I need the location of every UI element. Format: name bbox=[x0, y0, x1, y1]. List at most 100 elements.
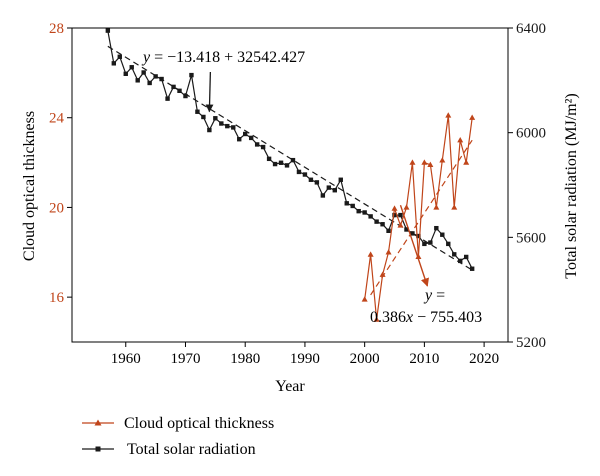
series-layer bbox=[105, 28, 476, 322]
legend-swatch-solar-marker bbox=[95, 446, 101, 452]
cloud-point bbox=[457, 136, 464, 143]
solar-point bbox=[129, 65, 134, 70]
cloud-point bbox=[385, 249, 392, 255]
cloud-point bbox=[391, 205, 398, 211]
y-left-tick-label: 16 bbox=[49, 290, 65, 306]
cloud-point bbox=[373, 316, 380, 322]
legend-label-cloud: Cloud optical thickness bbox=[124, 415, 274, 432]
cloud-point bbox=[469, 114, 476, 120]
solar-point bbox=[183, 93, 188, 99]
solar-point bbox=[356, 208, 361, 214]
x-tick-label: 2010 bbox=[409, 351, 439, 367]
solar-point bbox=[225, 123, 230, 129]
solar-point bbox=[165, 96, 170, 101]
solar-point bbox=[147, 80, 152, 86]
solar-point bbox=[296, 169, 302, 175]
solar-point bbox=[398, 212, 403, 218]
x-axis-label: Year bbox=[275, 378, 305, 395]
solar-point bbox=[237, 137, 242, 142]
solar-point bbox=[374, 219, 379, 224]
solar-point bbox=[320, 193, 326, 198]
cloud-equation-line1-text: y = bbox=[423, 287, 445, 304]
x-tick-label: 2000 bbox=[350, 351, 380, 367]
cloud-equation-line2-text: 0.386x − 755.403 bbox=[370, 309, 482, 326]
solar-point bbox=[290, 157, 296, 163]
solar-point bbox=[440, 232, 445, 237]
cloud-point bbox=[415, 253, 422, 259]
solar-point bbox=[266, 156, 272, 162]
y-right-axis-label: Total solar radiation (MJ/m²) bbox=[563, 93, 580, 278]
solar-point bbox=[272, 161, 278, 167]
y-left-axis-ticks: 16 20 24 28 bbox=[49, 21, 72, 306]
solar-point bbox=[243, 131, 248, 137]
solar-point bbox=[410, 231, 415, 236]
solar-point bbox=[404, 227, 409, 232]
y-left-tick-label: 28 bbox=[49, 21, 64, 37]
x-axis-ticks: 1960 1970 1980 1990 2000 2010 2020 bbox=[111, 342, 499, 367]
solar-point bbox=[284, 163, 290, 168]
y-right-tick-label: 5600 bbox=[516, 230, 546, 246]
y-right-tick-label: 5200 bbox=[516, 335, 546, 351]
solar-point bbox=[428, 240, 433, 245]
solar-point bbox=[254, 142, 260, 147]
solar-point bbox=[111, 61, 117, 66]
cloud-point bbox=[445, 112, 452, 118]
y-left-axis-label: Cloud optical thickness bbox=[21, 111, 38, 261]
solar-point bbox=[135, 78, 140, 83]
y-right-tick-label: 6400 bbox=[516, 21, 546, 37]
solar-point bbox=[422, 241, 427, 247]
cloud-point bbox=[421, 159, 428, 165]
cloud-point bbox=[427, 161, 434, 168]
solar-series-line bbox=[107, 30, 473, 269]
solar-point bbox=[344, 201, 349, 206]
legend: Cloud optical thickness Total solar radi… bbox=[82, 415, 274, 458]
solar-point bbox=[416, 233, 421, 239]
x-tick-label: 1990 bbox=[290, 351, 320, 367]
cloud-point bbox=[463, 159, 470, 165]
solar-point bbox=[326, 185, 332, 190]
solar-point bbox=[452, 252, 457, 257]
solar-equation-arrow bbox=[205, 71, 214, 113]
solar-point bbox=[446, 241, 451, 247]
solar-point bbox=[123, 71, 128, 76]
cloud-point bbox=[439, 157, 446, 163]
solar-point bbox=[314, 180, 320, 185]
solar-point bbox=[231, 125, 236, 130]
solar-point bbox=[105, 28, 111, 33]
solar-point bbox=[380, 222, 385, 227]
solar-point bbox=[189, 72, 194, 78]
solar-point bbox=[177, 88, 182, 93]
y-left-tick-label: 24 bbox=[49, 111, 65, 127]
annotations: y = −13.418 + 32542.427 y = 0.386x − 755… bbox=[141, 49, 482, 326]
x-tick-label: 1970 bbox=[170, 351, 200, 367]
solar-point bbox=[248, 135, 254, 141]
solar-point bbox=[219, 121, 224, 126]
cloud-point bbox=[361, 296, 368, 302]
cloud-point bbox=[379, 271, 386, 277]
solar-point bbox=[260, 144, 266, 150]
solar-point bbox=[338, 177, 343, 182]
solar-point bbox=[469, 266, 475, 271]
cloud-series-line bbox=[364, 115, 473, 320]
x-tick-label: 1980 bbox=[230, 351, 260, 367]
y-left-tick-label: 20 bbox=[49, 200, 64, 216]
solar-point bbox=[117, 54, 122, 59]
solar-point bbox=[386, 228, 391, 233]
legend-item-cloud: Cloud optical thickness bbox=[82, 415, 274, 432]
solar-point bbox=[159, 76, 164, 82]
solar-point bbox=[201, 114, 206, 120]
solar-point bbox=[362, 210, 367, 215]
cloud-point bbox=[409, 159, 416, 165]
solar-point bbox=[308, 177, 314, 182]
solar-point bbox=[153, 74, 158, 79]
y-right-tick-label: 6000 bbox=[516, 126, 546, 142]
solar-point bbox=[195, 109, 200, 114]
solar-point bbox=[368, 214, 373, 219]
cloud-point bbox=[451, 204, 458, 210]
solar-point bbox=[213, 116, 218, 121]
solar-point bbox=[350, 203, 355, 209]
solar-equation-text: y = −13.418 + 32542.427 bbox=[141, 49, 305, 66]
y-right-axis-ticks: 5200 5600 6000 6400 bbox=[508, 21, 546, 351]
solar-point bbox=[141, 70, 146, 75]
